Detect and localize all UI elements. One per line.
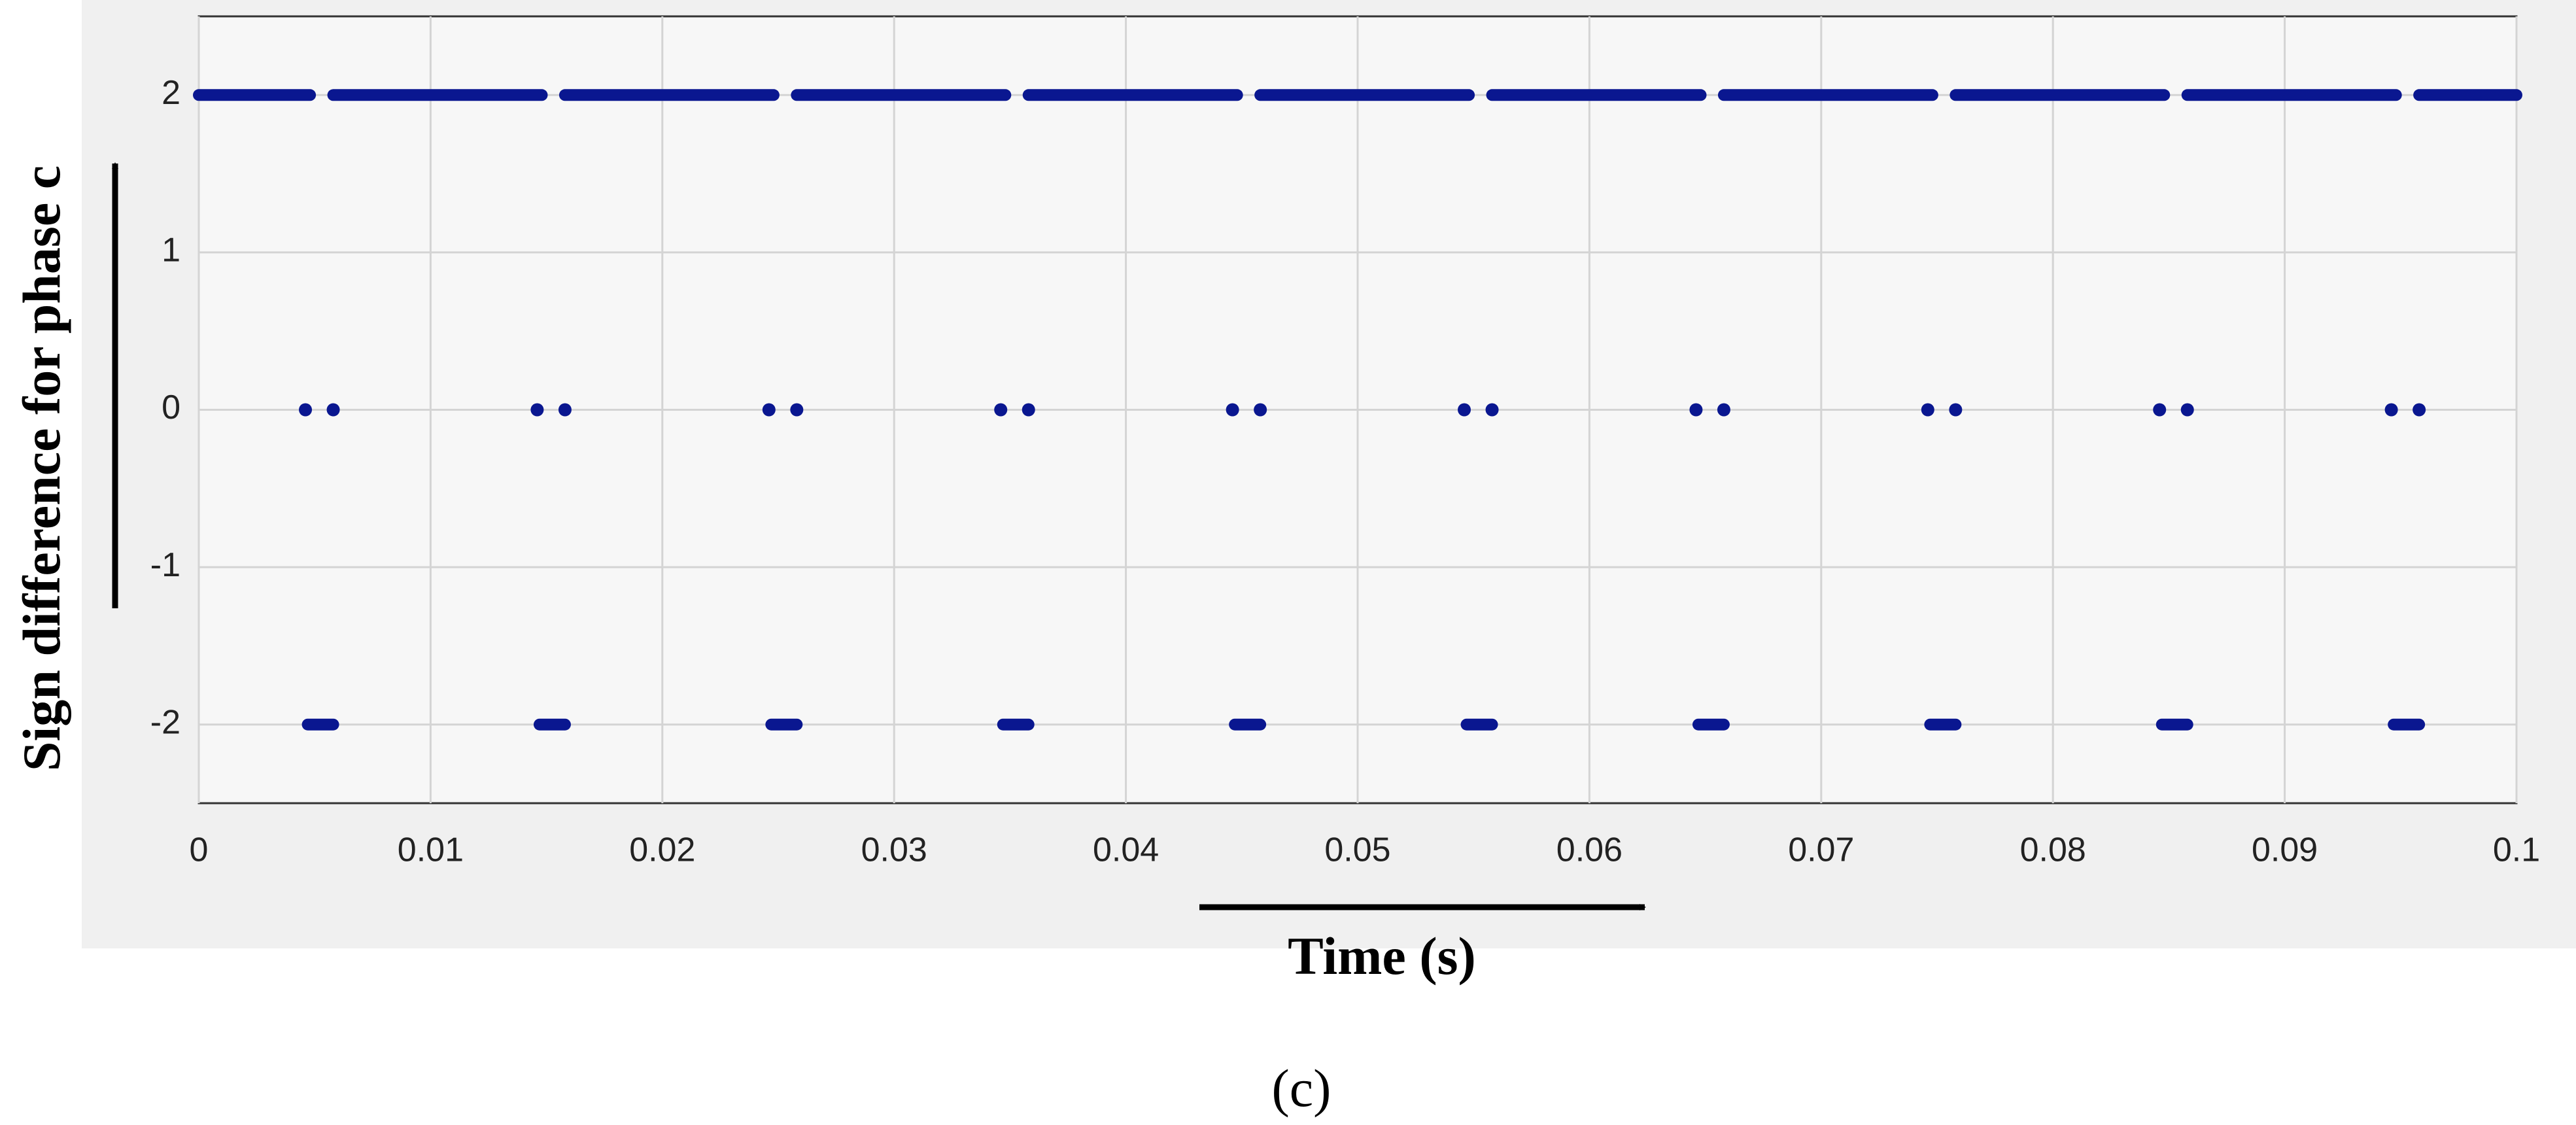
grid [197,16,2518,803]
data-point [558,403,572,417]
x-tick-label: 0.06 [1556,831,1623,869]
data-point [1689,403,1703,417]
x-tick-label: 0 [190,831,209,869]
x-tick-label: 0.1 [2493,831,2540,869]
x-tick-label: 0.09 [2252,831,2318,869]
y-tick-label: -2 [150,703,180,741]
data-point [1717,403,1730,417]
x-tick-label: 0.03 [861,831,927,869]
x-tick-label: 0.02 [629,831,695,869]
data-marks [193,89,2522,731]
data-point [530,403,544,417]
data-point [1485,403,1499,417]
data-point [994,403,1008,417]
y-tick-label: 2 [162,74,180,112]
x-tick-label: 0.08 [2020,831,2086,869]
y-tick-label: 1 [162,232,180,269]
data-point [2180,403,2194,417]
y-tick-label: 0 [162,389,180,426]
data-point [762,403,776,417]
data-point [1226,403,1239,417]
data-point [2413,403,2426,417]
data-point [1022,403,1035,417]
data-point [1458,403,1471,417]
y-axis-label: Sign difference for phase c [12,165,71,771]
caption: (c) [1271,1058,1331,1118]
y-tick-label: -1 [150,546,180,584]
data-point [2384,403,2398,417]
x-tick-label: 0.01 [398,831,464,869]
data-point [1949,403,1963,417]
data-point [1254,403,1267,417]
data-point [1921,403,1934,417]
data-point [299,403,313,417]
data-point [790,403,804,417]
x-tick-label: 0.05 [1324,831,1390,869]
x-tick-label: 0.04 [1093,831,1159,869]
x-tick-label: 0.07 [1788,831,1854,869]
x-axis-label: Time (s) [1288,926,1476,986]
data-point [2153,403,2167,417]
data-point [326,403,340,417]
